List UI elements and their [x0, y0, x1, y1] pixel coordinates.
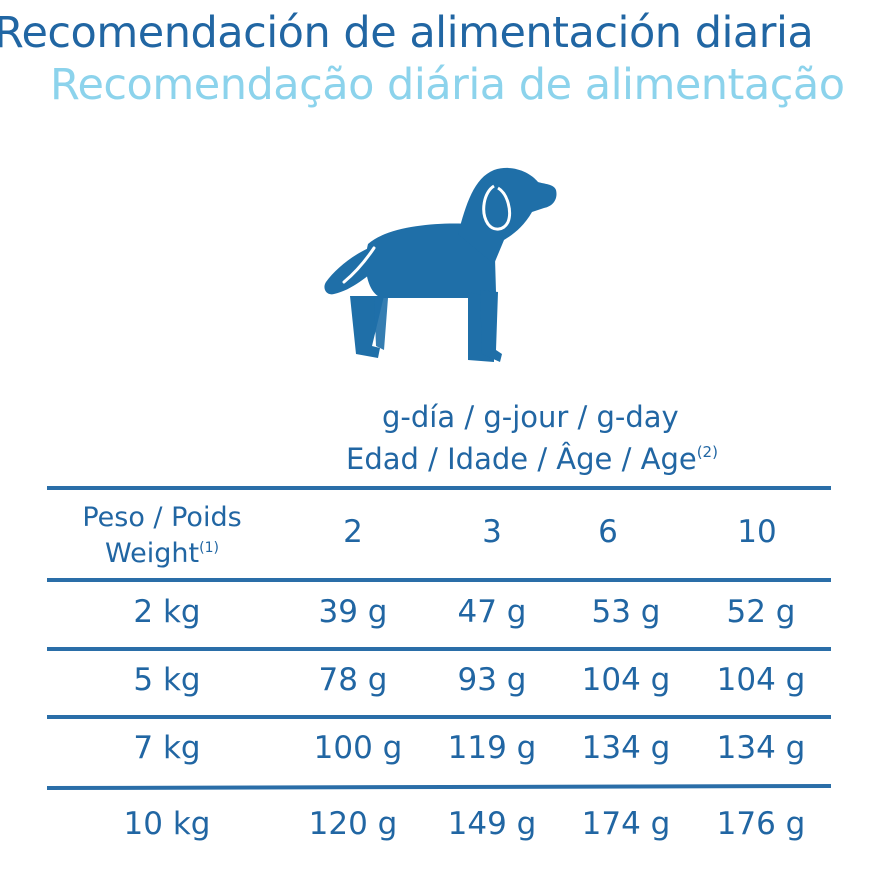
- age-column-header: 10: [737, 514, 777, 550]
- table-cell: 47 g: [457, 594, 527, 630]
- table-rule: [47, 578, 831, 582]
- table-cell: 53 g: [591, 594, 661, 630]
- table-rule: [47, 647, 831, 651]
- table-cell: 149 g: [447, 806, 537, 842]
- table-rule: [47, 486, 831, 490]
- table-rule: [46, 783, 832, 791]
- row-weight: 2 kg: [133, 594, 201, 630]
- row-weight: 5 kg: [133, 662, 201, 698]
- table-cell: 120 g: [308, 806, 398, 842]
- table-cell: 100 g: [313, 730, 403, 766]
- table-cell: 78 g: [318, 662, 388, 698]
- age-column-header: 6: [598, 514, 618, 550]
- table-cell: 104 g: [581, 662, 671, 698]
- age-label: Edad / Idade / Âge / Age(2): [346, 442, 718, 476]
- weight-header-line2: Weight(1): [105, 538, 219, 569]
- table-cell: 93 g: [457, 662, 527, 698]
- table-cell: 39 g: [318, 594, 388, 630]
- table-cell: 119 g: [447, 730, 537, 766]
- weight-header-line1: Peso / Poids: [82, 502, 242, 533]
- title-spanish: Recomendación de alimentación diaria: [0, 8, 814, 58]
- weight-footnote-marker: (1): [199, 540, 219, 556]
- row-weight: 7 kg: [133, 730, 201, 766]
- weight-column-header: Peso / Poids Weight(1): [62, 503, 262, 569]
- table-cell: 176 g: [716, 806, 806, 842]
- table-rule: [47, 715, 831, 719]
- table-cell: 134 g: [581, 730, 671, 766]
- age-footnote-marker: (2): [696, 443, 718, 461]
- age-column-header: 2: [343, 514, 363, 550]
- table-cell: 104 g: [716, 662, 806, 698]
- age-column-header: 3: [482, 514, 502, 550]
- unit-label: g-día / g-jour / g-day: [382, 400, 679, 434]
- dog-icon: [324, 167, 557, 362]
- row-weight: 10 kg: [123, 806, 211, 842]
- table-cell: 174 g: [581, 806, 671, 842]
- table-cell: 134 g: [716, 730, 806, 766]
- title-portuguese: Recomendação diária de alimentação: [50, 60, 845, 110]
- table-cell: 52 g: [726, 594, 796, 630]
